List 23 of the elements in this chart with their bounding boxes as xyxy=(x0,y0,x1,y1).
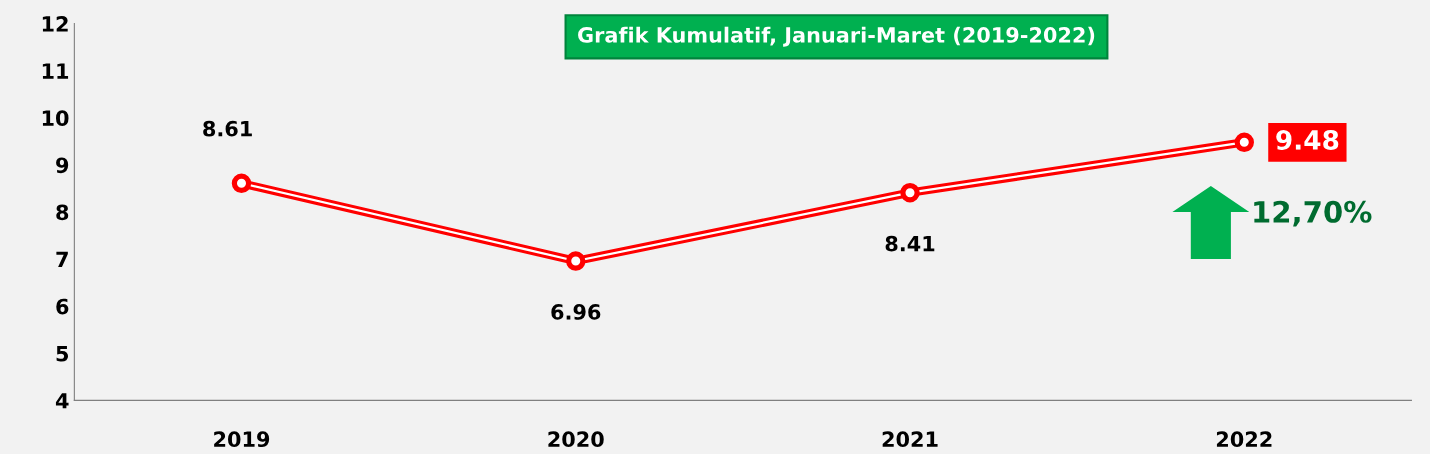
point xyxy=(566,251,586,271)
y-tick-label: 9 xyxy=(56,157,69,174)
y-tick-label: 7 xyxy=(56,251,68,268)
x-tick-label: 2019 xyxy=(214,431,270,448)
data-label: 8.61 xyxy=(203,120,252,137)
data-label: 9.48 xyxy=(1276,130,1339,150)
y-tick-label: 5 xyxy=(56,346,69,362)
y-tick-label: 11 xyxy=(42,63,69,79)
point xyxy=(231,173,252,194)
y-tick-label: 12 xyxy=(42,16,68,32)
point xyxy=(1234,132,1254,153)
annotation: 12,70% xyxy=(1254,200,1372,227)
x-tick-label: 2021 xyxy=(882,431,938,448)
data-label: 6.96 xyxy=(551,304,601,320)
data-label: 8.41 xyxy=(885,235,935,252)
y-tick-label: 4 xyxy=(55,393,69,409)
x-tick-label: 2022 xyxy=(1216,431,1272,448)
chart-title: Grafik Kumulatif, Januari-Maret (2019-2022) xyxy=(578,26,1095,47)
y-tick-label: 10 xyxy=(42,110,69,127)
x-tick-label: 2020 xyxy=(548,431,604,448)
point xyxy=(900,182,920,203)
y-tick-label: 6 xyxy=(56,298,69,315)
y-tick-label: 8 xyxy=(56,204,69,221)
